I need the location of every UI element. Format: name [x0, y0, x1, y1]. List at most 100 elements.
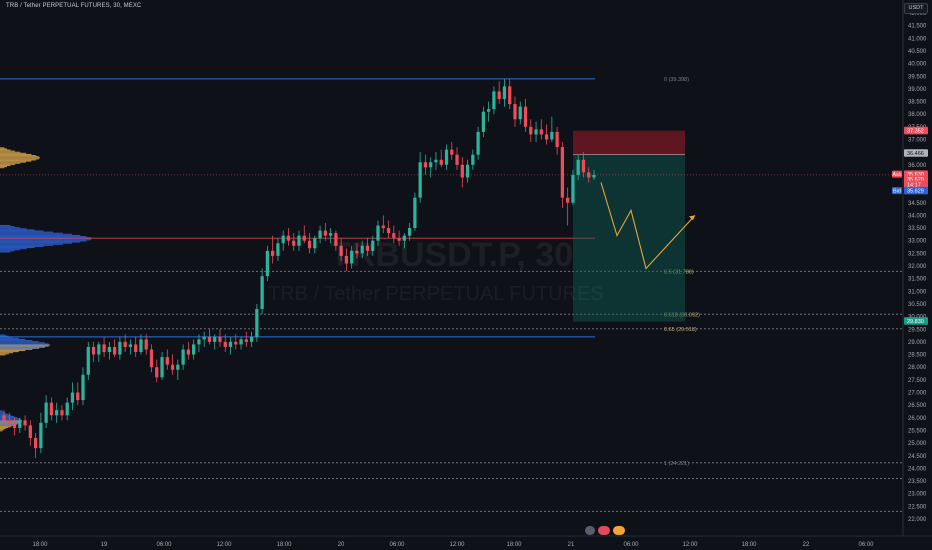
volume-profile-bar [0, 151, 21, 153]
fib-level-label: 0.65 (29.518) [664, 327, 697, 333]
event-icon[interactable] [613, 526, 625, 535]
time-tick-label: 20 [338, 542, 345, 548]
price-badge-label: 35.629 [907, 189, 924, 195]
alert-icon[interactable] [598, 526, 610, 535]
volume-profile-bar [0, 230, 44, 232]
volume-profile-bar [0, 426, 9, 429]
candle-body [271, 250, 275, 256]
projection-arrowhead [689, 215, 695, 221]
price-tick-label: 25.000 [908, 441, 927, 447]
candle-body [407, 228, 412, 236]
price-tick-label: 31.000 [908, 289, 927, 295]
volume-profile-bar [0, 419, 22, 421]
time-tick-label: 18:00 [506, 542, 522, 548]
volume-profile-bar [0, 424, 15, 426]
candle-body [234, 341, 238, 345]
candle-body [239, 339, 243, 345]
volume-profile-bar [0, 341, 40, 343]
candle-body [360, 245, 364, 254]
volume-profile-bar [0, 347, 40, 349]
volume-profile-bar [0, 164, 11, 167]
candle-body [481, 111, 486, 132]
volume-profile-bar [0, 349, 26, 352]
bottom-toolbar [585, 526, 625, 538]
time-tick-label: 18:00 [32, 542, 48, 548]
candle-body [144, 339, 148, 350]
volume-profile-bar [0, 233, 73, 235]
volume-profile-bar [0, 228, 27, 230]
volume-profile-bar [0, 425, 12, 427]
candle-body [392, 233, 396, 239]
candle-body [539, 129, 543, 135]
volume-profile-bar [0, 244, 54, 246]
price-tick-label: 39.000 [908, 87, 927, 93]
candle-body [44, 402, 48, 423]
candle-body [550, 131, 554, 140]
volume-profile-bar [0, 429, 4, 431]
price-tick-label: 37.000 [908, 138, 927, 144]
volume-profile-bar [0, 251, 11, 253]
candle-body [207, 336, 212, 342]
symbol-title[interactable]: TRB / Tether PERPETUAL FUTURES, 30, MEXC [6, 3, 142, 9]
candle-body [139, 339, 143, 353]
candle-body [281, 235, 285, 244]
candle-body [302, 235, 306, 241]
price-tick-label: 30.500 [908, 302, 927, 308]
candle-body [28, 425, 32, 439]
fib-level-label: 1 (24.221) [664, 461, 689, 467]
volume-profile-bar [0, 354, 6, 356]
candle-body [339, 245, 343, 256]
candles [2, 78, 596, 459]
volume-profile-bar [0, 344, 50, 346]
time-tick-label: 12:00 [682, 542, 698, 548]
candle-body [318, 230, 322, 239]
volume-profile-bar [0, 411, 4, 413]
volume-profile-bar [0, 428, 6, 430]
candle-body [165, 357, 169, 365]
candle-body [276, 243, 280, 256]
candle-body [228, 341, 233, 347]
candle-body [176, 364, 180, 370]
settings-icon[interactable] [585, 526, 595, 535]
candle-body [455, 154, 459, 165]
price-tick-label: 28.000 [908, 365, 927, 371]
volume-profile-bar [0, 155, 36, 157]
volume-profile-bar [0, 343, 49, 345]
time-tick-label: 19 [101, 542, 108, 548]
price-tick-label: 25.500 [908, 428, 927, 434]
candle-body [170, 364, 175, 370]
price-tick-label: 40.000 [908, 62, 927, 68]
candle-body [413, 197, 417, 229]
candle-body [560, 147, 565, 198]
candle-body [65, 402, 69, 416]
candle-body [487, 109, 491, 112]
currency-button[interactable]: USDT [904, 3, 928, 14]
candle-body [397, 238, 401, 241]
volume-profile-bar [0, 148, 8, 150]
price-tick-label: 22.000 [908, 517, 927, 523]
volume-profile-bar [0, 157, 40, 159]
volume-profile-bar [0, 231, 54, 233]
volume-profile-bar [0, 346, 45, 348]
candle-body [292, 240, 296, 246]
volume-profile-bar [0, 159, 36, 161]
price-badge [904, 149, 928, 157]
candle-body [381, 225, 385, 229]
fib-level-label: 0 (39.398) [664, 77, 689, 83]
candle-body [218, 336, 222, 342]
candle-body [576, 159, 580, 175]
price-tick-label: 40.500 [908, 49, 927, 55]
price-tick-label: 41.500 [908, 24, 927, 30]
volume-profile-bar [0, 163, 16, 165]
price-tick-label: 23.500 [908, 479, 927, 485]
candle-body [49, 402, 54, 416]
volume-profile-bar [0, 249, 20, 251]
candle-body [197, 339, 201, 345]
volume-profile-bar [0, 340, 33, 342]
projection-path [600, 182, 696, 270]
time-tick-label: 06:00 [623, 542, 639, 548]
volume-profile-bar [0, 243, 63, 245]
candle-body [344, 255, 349, 264]
